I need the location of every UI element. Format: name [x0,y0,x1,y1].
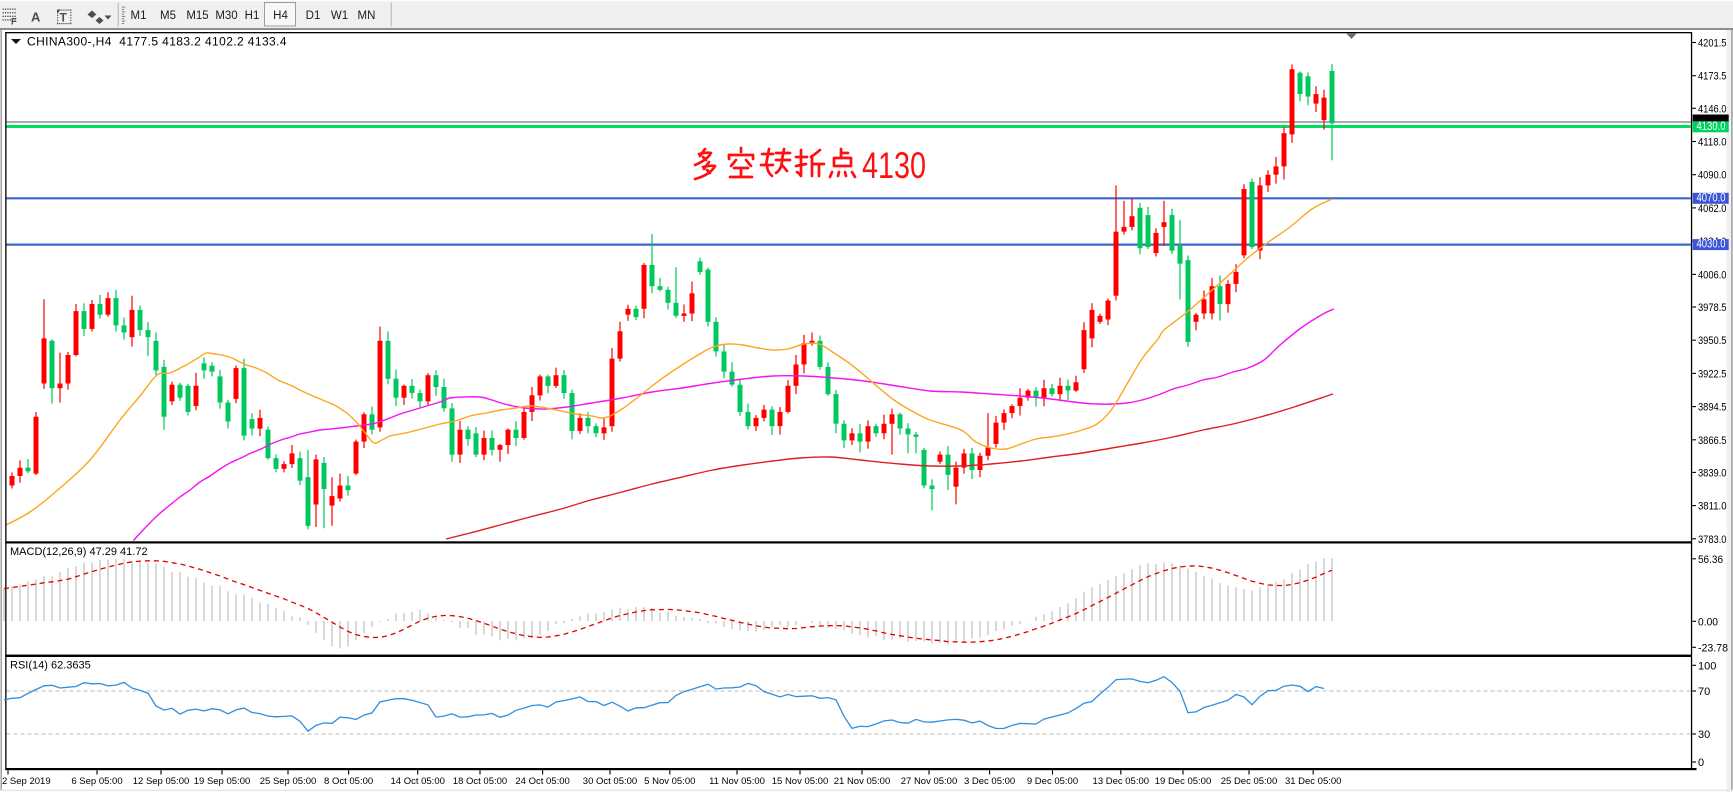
svg-text:27 Nov 05:00: 27 Nov 05:00 [901,776,958,787]
svg-text:6 Sep 05:00: 6 Sep 05:00 [71,776,122,787]
svg-text:H1: H1 [245,10,260,22]
svg-text:24 Oct 05:00: 24 Oct 05:00 [515,776,569,787]
svg-text:9 Dec 05:00: 9 Dec 05:00 [1027,776,1078,787]
svg-text:3866.5: 3866.5 [1698,435,1727,447]
svg-text:14 Oct 05:00: 14 Oct 05:00 [390,776,444,787]
svg-text:18 Oct 05:00: 18 Oct 05:00 [453,776,507,787]
svg-text:0.00: 0.00 [1698,616,1718,628]
svg-text:13 Dec 05:00: 13 Dec 05:00 [1093,776,1150,787]
svg-text:3 Dec 05:00: 3 Dec 05:00 [964,776,1015,787]
svg-text:3894.5: 3894.5 [1698,402,1727,414]
svg-text:3811.0: 3811.0 [1698,501,1727,513]
svg-text:8 Oct 05:00: 8 Oct 05:00 [324,776,373,787]
svg-text:MN: MN [358,10,376,22]
svg-text:CHINA300-,H4 4177.5 4183.2 41: CHINA300-,H4 4177.5 4183.2 4102.2 4133.4 [27,35,287,49]
svg-text:5 Nov 05:00: 5 Nov 05:00 [644,776,695,787]
svg-text:3839.0: 3839.0 [1698,467,1727,479]
svg-text:4201.5: 4201.5 [1698,38,1727,50]
svg-text:30: 30 [1698,729,1710,741]
svg-text:15 Nov 05:00: 15 Nov 05:00 [772,776,829,787]
svg-text:25 Sep 05:00: 25 Sep 05:00 [260,776,317,787]
svg-text:3922.5: 3922.5 [1698,368,1727,380]
svg-text:56.36: 56.36 [1698,554,1723,566]
svg-text:3950.5: 3950.5 [1698,335,1727,347]
svg-text:31 Dec 05:00: 31 Dec 05:00 [1285,776,1342,787]
svg-text:RSI(14) 62.3635: RSI(14) 62.3635 [10,660,91,672]
svg-text:4130: 4130 [862,145,926,186]
svg-text:30 Oct 05:00: 30 Oct 05:00 [583,776,637,787]
svg-text:19 Dec 05:00: 19 Dec 05:00 [1155,776,1212,787]
svg-text:H4: H4 [273,10,288,22]
svg-text:3783.0: 3783.0 [1698,534,1727,546]
svg-text:A: A [31,10,41,25]
svg-text:4146.0: 4146.0 [1698,103,1727,115]
svg-text:M5: M5 [160,10,176,22]
svg-text:0: 0 [1698,757,1704,769]
svg-text:MACD(12,26,9) 47.29 41.72: MACD(12,26,9) 47.29 41.72 [10,546,148,558]
svg-text:2 Sep 2019: 2 Sep 2019 [2,776,51,787]
svg-text:4130.0: 4130.0 [1697,121,1726,133]
svg-text:F: F [11,17,17,28]
svg-text:12 Sep 05:00: 12 Sep 05:00 [133,776,190,787]
svg-text:11 Nov 05:00: 11 Nov 05:00 [709,776,765,787]
svg-text:4062.0: 4062.0 [1698,203,1727,215]
svg-text:4030.0: 4030.0 [1697,239,1726,251]
svg-text:21 Nov 05:00: 21 Nov 05:00 [834,776,891,787]
svg-text:M30: M30 [215,10,237,22]
svg-text:-23.78: -23.78 [1698,642,1728,654]
svg-text:4006.0: 4006.0 [1698,269,1727,281]
svg-text:4090.0: 4090.0 [1698,170,1727,182]
svg-text:4070.0: 4070.0 [1697,192,1726,204]
svg-text:D1: D1 [306,10,321,22]
svg-text:70: 70 [1698,686,1710,698]
svg-text:4173.5: 4173.5 [1698,71,1727,83]
svg-text:4118.0: 4118.0 [1698,137,1727,149]
svg-text:25 Dec 05:00: 25 Dec 05:00 [1221,776,1278,787]
svg-text:M1: M1 [131,10,147,22]
svg-text:T: T [60,11,68,25]
svg-text:3978.5: 3978.5 [1698,302,1727,314]
svg-text:M15: M15 [186,10,208,22]
svg-text:W1: W1 [331,10,348,22]
svg-text:19 Sep 05:00: 19 Sep 05:00 [194,776,251,787]
svg-text:100: 100 [1698,660,1716,672]
